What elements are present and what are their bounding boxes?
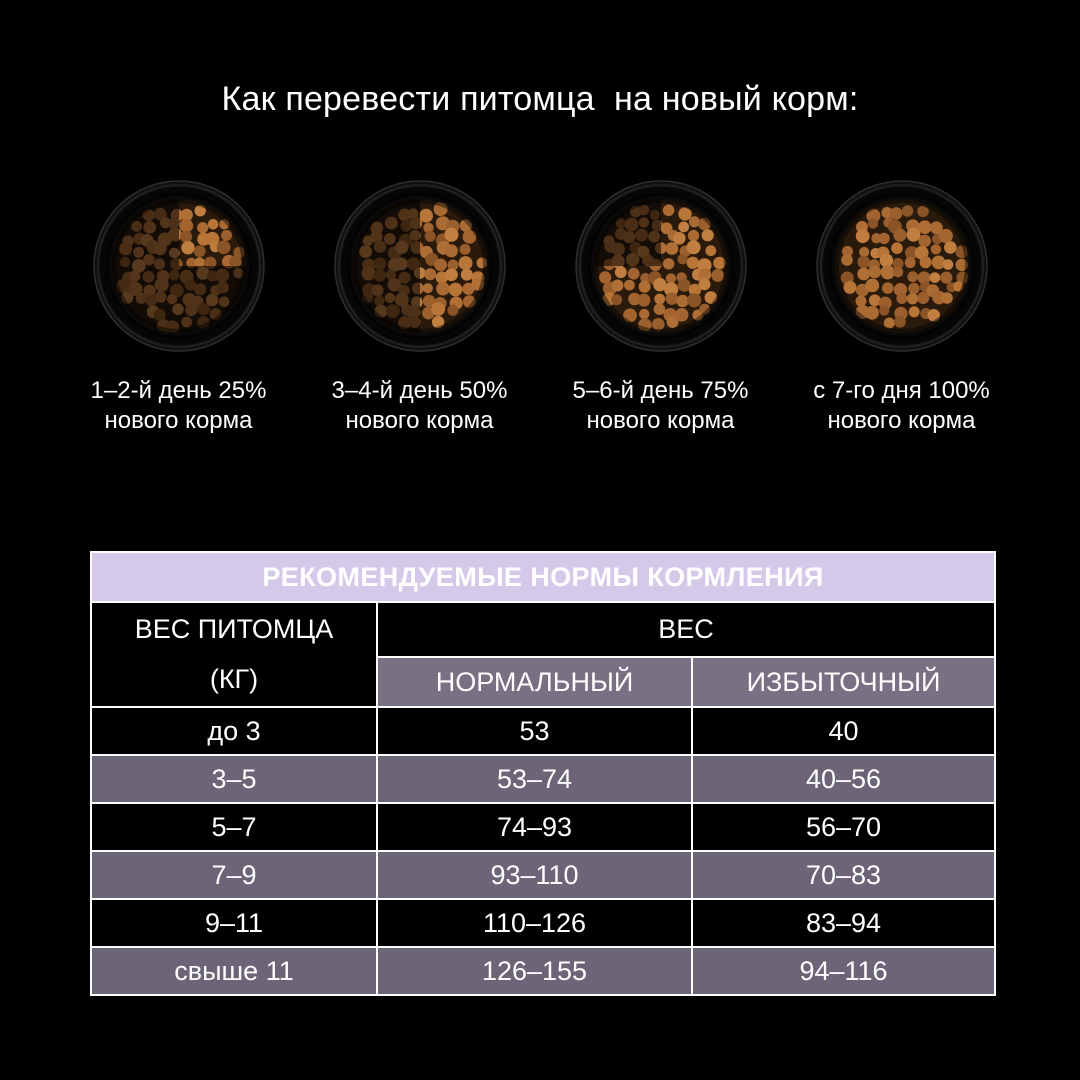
cell-normal: 74–93 xyxy=(376,802,693,852)
cell-normal: 93–110 xyxy=(376,850,693,900)
food-bowl-photo-75 xyxy=(574,180,747,352)
kibble-bowl-graphic xyxy=(574,180,747,352)
step-caption-line2: нового корма xyxy=(827,407,976,434)
step-caption: 5–6-й день 75% нового корма xyxy=(573,376,749,436)
cell-excess: 40 xyxy=(690,706,997,756)
table-row: 3–5 53–74 40–56 xyxy=(90,754,997,804)
table-row: 9–11 110–126 83–94 xyxy=(90,898,997,948)
cell-weight: свыше 11 xyxy=(90,946,378,996)
transition-step-4: с 7-го дня 100% нового корма xyxy=(781,180,1022,436)
cell-weight: 3–5 xyxy=(90,754,378,804)
page-title: Как перевести питомца на новый корм: xyxy=(221,80,859,118)
cell-excess: 94–116 xyxy=(690,946,997,996)
cell-weight: 9–11 xyxy=(90,898,378,948)
table-row: свыше 11 126–155 94–116 xyxy=(90,946,997,996)
header-pet-weight-line2: (КГ) xyxy=(209,664,259,695)
kibble-bowl-graphic xyxy=(92,180,265,352)
step-caption-line1: 1–2-й день 25% xyxy=(90,377,267,404)
cell-normal: 110–126 xyxy=(376,898,693,948)
step-caption: с 7-го дня 100% нового корма xyxy=(813,376,990,436)
cell-normal: 126–155 xyxy=(376,946,693,996)
header-normal: НОРМАЛЬНЫЙ xyxy=(376,656,693,708)
table-row: 7–9 93–110 70–83 xyxy=(90,850,997,900)
cell-weight: 7–9 xyxy=(90,850,378,900)
transition-step-1: 1–2-й день 25% нового корма xyxy=(58,180,299,436)
step-caption-line1: 5–6-й день 75% xyxy=(572,377,749,404)
step-caption: 3–4-й день 50% нового корма xyxy=(332,376,508,436)
header-excess: ИЗБЫТОЧНЫЙ xyxy=(690,656,997,708)
food-bowl-photo-25 xyxy=(92,180,265,352)
step-caption-line1: с 7-го дня 100% xyxy=(813,377,990,404)
cell-normal: 53 xyxy=(376,706,693,756)
kibble-bowl-graphic xyxy=(815,180,988,352)
transition-step-2: 3–4-й день 50% нового корма xyxy=(299,180,540,436)
table-row: до 3 53 40 xyxy=(90,706,997,756)
transition-steps: 1–2-й день 25% нового корма 3–4-й день 5… xyxy=(58,180,1022,436)
food-bowl-photo-100 xyxy=(815,180,988,352)
cell-weight: 5–7 xyxy=(90,802,378,852)
step-caption: 1–2-й день 25% нового корма xyxy=(91,376,267,436)
table-header-row-1: ВЕС ПИТОМЦА (КГ) ВЕС xyxy=(90,601,997,708)
table-row: 5–7 74–93 56–70 xyxy=(90,802,997,852)
feeding-norms-table: РЕКОМЕНДУЕМЫЕ НОРМЫ КОРМЛЕНИЯ ВЕС ПИТОМЦ… xyxy=(89,551,997,996)
table-title-row: РЕКОМЕНДУЕМЫЕ НОРМЫ КОРМЛЕНИЯ xyxy=(89,551,997,603)
cell-excess: 83–94 xyxy=(690,898,997,948)
table-title: РЕКОМЕНДУЕМЫЕ НОРМЫ КОРМЛЕНИЯ xyxy=(89,551,997,603)
header-pet-weight-line1: ВЕС ПИТОМЦА xyxy=(134,613,334,644)
cell-excess: 40–56 xyxy=(690,754,997,804)
cell-excess: 70–83 xyxy=(690,850,997,900)
transition-step-3: 5–6-й день 75% нового корма xyxy=(540,180,781,436)
kibble-bowl-graphic xyxy=(333,180,506,352)
cell-normal: 53–74 xyxy=(376,754,693,804)
step-caption-line1: 3–4-й день 50% xyxy=(331,377,508,404)
table-header-row-2: НОРМАЛЬНЫЙ ИЗБЫТОЧНЫЙ xyxy=(91,656,997,708)
header-weight-group: ВЕС xyxy=(375,601,997,658)
step-caption-line2: нового корма xyxy=(586,407,735,434)
header-pet-weight: ВЕС ПИТОМЦА (КГ) xyxy=(90,601,378,708)
food-bowl-photo-50 xyxy=(333,180,506,352)
cell-excess: 56–70 xyxy=(690,802,997,852)
cell-weight: до 3 xyxy=(90,706,378,756)
step-caption-line2: нового корма xyxy=(104,407,253,434)
step-caption-line2: нового корма xyxy=(345,407,494,434)
